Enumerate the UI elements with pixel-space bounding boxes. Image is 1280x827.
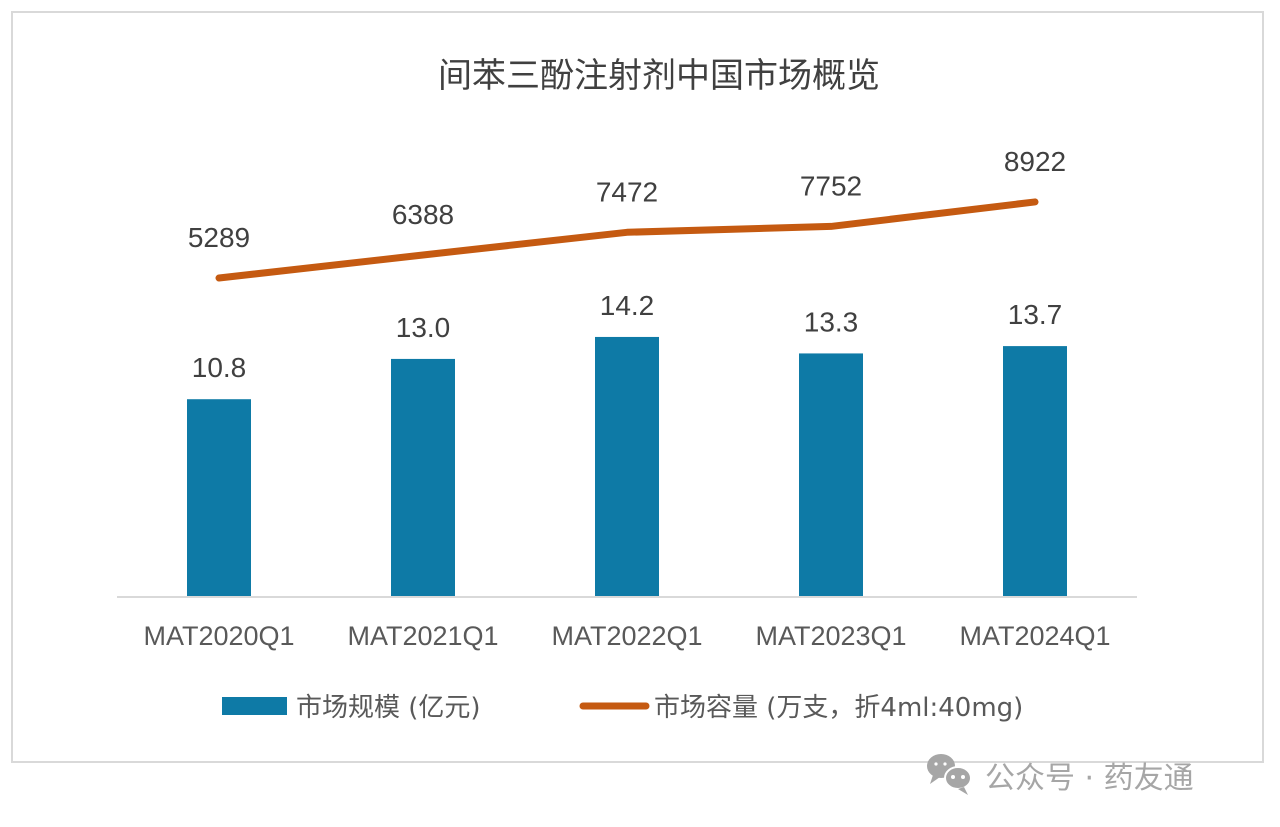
line-series [215,198,1039,282]
x-tick-label: MAT2020Q1 [143,621,294,651]
line-data-labels: 5289 6388 7472 7752 8922 [188,146,1066,253]
line-path [215,198,1039,282]
line-data-label: 5289 [188,222,250,253]
line-data-label: 7752 [800,170,862,201]
bar-data-labels: 10.8 13.0 14.2 13.3 13.7 [192,290,1063,383]
x-tick-label: MAT2021Q1 [347,621,498,651]
legend-line-label: 市场容量 (万支，折4ml:40mg) [654,693,1023,723]
chart-title: 间苯三酚注射剂中国市场概览 [438,56,880,96]
line-data-label: 6388 [392,199,454,230]
legend-bar-label: 市场规模 (亿元) [296,693,481,723]
bar [595,336,659,597]
x-tick-label: MAT2022Q1 [551,621,702,651]
line-data-label: 7472 [596,176,658,207]
bar [391,358,455,597]
line-data-label: 8922 [1004,146,1066,177]
x-tick-label: MAT2023Q1 [755,621,906,651]
watermark-text: 公众号 · 药友通 [985,761,1194,796]
bar-data-label: 13.0 [396,312,451,343]
wechat-icon [927,754,972,795]
legend: 市场规模 (亿元) 市场容量 (万支，折4ml:40mg) [222,693,1023,723]
bar [1003,346,1067,597]
bar-data-label: 14.2 [600,290,655,321]
bar-data-label: 10.8 [192,352,247,383]
bar-series [187,336,1067,597]
legend-bar-swatch [222,697,287,715]
watermark: 公众号 · 药友通 [927,754,1194,796]
bar [187,399,251,597]
bar-data-label: 13.7 [1008,299,1063,330]
x-tick-labels: MAT2020Q1 MAT2021Q1 MAT2022Q1 MAT2023Q1 MAT2… [143,621,1110,651]
bar [799,353,863,597]
bar-data-label: 13.3 [804,306,859,337]
x-tick-label: MAT2024Q1 [959,621,1110,651]
